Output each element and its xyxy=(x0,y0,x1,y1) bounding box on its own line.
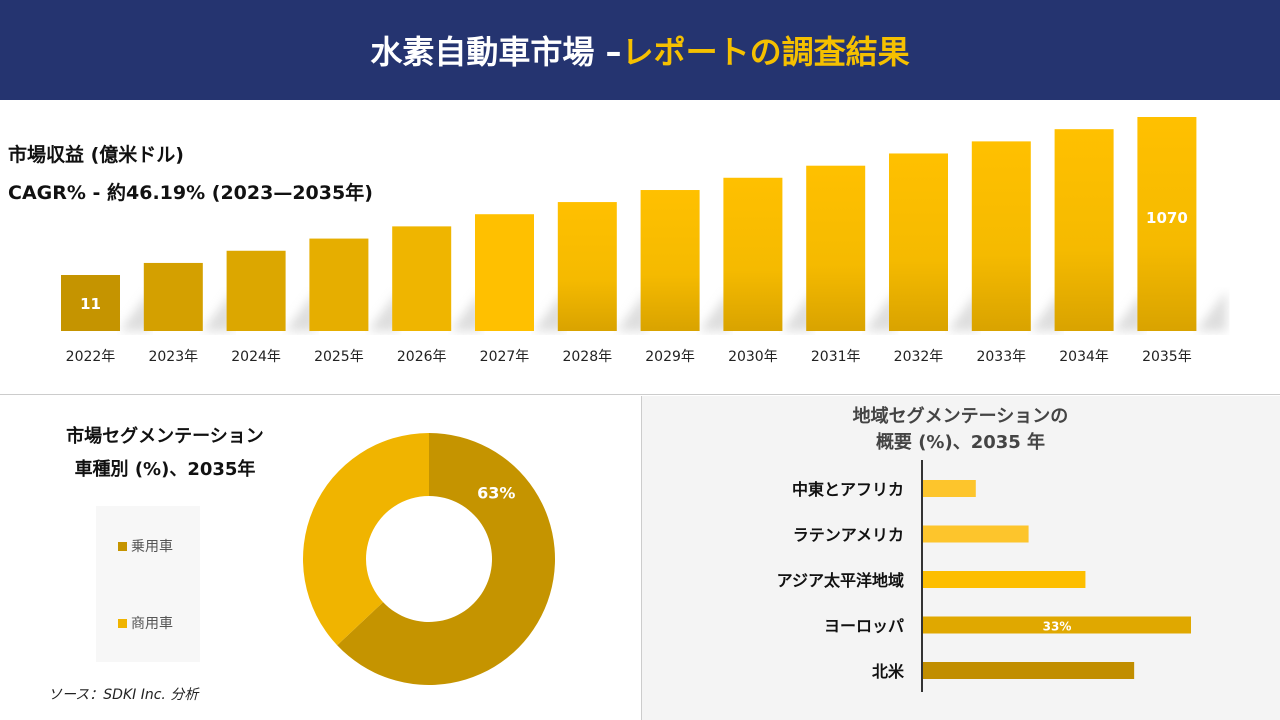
legend-item-passenger: 乗用車 xyxy=(118,536,173,556)
legend-label: 乗用車 xyxy=(131,539,173,555)
bar-shadow xyxy=(948,291,978,331)
region-title-line1: 地域セグメンテーションの xyxy=(852,406,1069,427)
donut-data-label: 63% xyxy=(477,484,515,503)
region-data-label: 33% xyxy=(1043,620,1072,634)
year-tick-label: 2025年 xyxy=(314,349,364,365)
bar-shadow xyxy=(285,291,316,331)
region-bar xyxy=(923,480,976,497)
revenue-label: 市場収益 (億米ドル) xyxy=(8,144,184,166)
region-title: 地域セグメンテーションの 概要 (%)、2035 年 xyxy=(641,404,1280,456)
bar-data-label: 11 xyxy=(80,295,101,313)
bar-shadow xyxy=(451,291,482,331)
year-tick-label: 2029年 xyxy=(645,349,695,365)
bar-shadow xyxy=(699,291,730,331)
bar-shadow xyxy=(1113,291,1144,331)
year-tick-label: 2035年 xyxy=(1142,349,1192,365)
revenue-bar xyxy=(61,275,120,331)
region-bar xyxy=(923,525,1029,543)
year-tick-label: 2024年 xyxy=(231,349,281,365)
bar-shadow xyxy=(1030,291,1061,331)
vehicle-type-donut-chart: 63% xyxy=(302,433,555,685)
bar-data-label: 1070 xyxy=(1146,209,1188,227)
bar-shadow xyxy=(534,291,564,331)
bar-shadow xyxy=(865,291,896,331)
legend-swatch xyxy=(118,541,127,551)
legend-swatch xyxy=(118,618,127,628)
cagr-label: CAGR% - 約46.19% (2023—2035年) xyxy=(8,182,373,204)
year-tick-label: 2026年 xyxy=(397,349,447,365)
region-label: 中東とアフリカ xyxy=(792,480,904,499)
year-tick-label: 2027年 xyxy=(480,349,530,365)
revenue-bar xyxy=(1137,117,1197,331)
segment-title: 市場セグメンテーション 車種別 (%)、2035年 xyxy=(40,420,290,486)
year-tick-label: 2030年 xyxy=(728,349,778,365)
donut-slice xyxy=(337,433,555,685)
title-main: 水素自動車市場 – xyxy=(370,33,622,71)
region-bar xyxy=(923,616,1191,634)
source-note: ソース：SDKI Inc. 分析 xyxy=(48,687,199,703)
region-label: 北米 xyxy=(872,662,905,681)
revenue-bar xyxy=(640,190,700,331)
segment-title-line2: 車種別 (%)、2035年 xyxy=(74,459,256,480)
donut-slice xyxy=(302,433,429,646)
revenue-bar xyxy=(226,250,286,331)
bar-shadow xyxy=(616,291,647,331)
year-tick-label: 2031年 xyxy=(811,349,861,365)
segment-title-line1: 市場セグメンテーション xyxy=(66,426,264,447)
region-title-line2: 概要 (%)、2035 年 xyxy=(875,432,1046,453)
legend-label: 商用車 xyxy=(131,616,173,632)
year-tick-label: 2023年 xyxy=(148,349,198,365)
bar-shadow xyxy=(782,291,813,331)
revenue-bar xyxy=(971,141,1031,331)
region-label: アジア太平洋地域 xyxy=(777,571,904,590)
revenue-bar xyxy=(309,238,369,331)
bar-shadow xyxy=(1196,291,1227,331)
legend-item-commercial: 商用車 xyxy=(118,613,173,633)
bar-shadow xyxy=(202,291,233,331)
year-tick-label: 2028年 xyxy=(562,349,612,365)
section-divider xyxy=(0,394,1280,395)
revenue-bar-chart: 2022年 11 2023年 2024年 2025年 2026年 2027年 2028年 202… xyxy=(61,117,1227,365)
revenue-bar xyxy=(475,214,534,331)
revenue-bar xyxy=(1054,129,1114,331)
donut-legend: 乗用車 商用車 xyxy=(96,506,200,662)
bar-shadow xyxy=(368,291,399,331)
year-tick-label: 2033年 xyxy=(976,349,1026,365)
revenue-bar xyxy=(392,226,452,331)
region-label: ヨーロッパ xyxy=(824,617,904,636)
revenue-bar xyxy=(143,262,203,331)
region-bar xyxy=(923,571,1086,588)
revenue-bar xyxy=(806,165,866,331)
region-bar xyxy=(923,662,1135,679)
report-header: 水素自動車市場 – レポートの調査結果 xyxy=(0,0,1280,100)
title-accent: レポートの調査結果 xyxy=(621,33,910,71)
revenue-bar xyxy=(889,153,948,331)
year-tick-label: 2034年 xyxy=(1059,349,1109,365)
revenue-bar xyxy=(557,202,617,331)
revenue-bar xyxy=(723,177,783,331)
bar-shadow xyxy=(120,291,150,331)
year-tick-label: 2032年 xyxy=(894,349,944,365)
region-label: ラテンアメリカ xyxy=(793,526,904,545)
year-tick-label: 2022年 xyxy=(66,349,116,365)
